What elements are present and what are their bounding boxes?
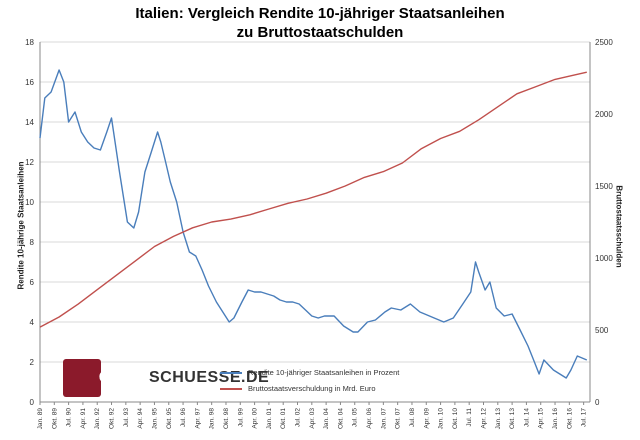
- chart-series: [39, 69, 588, 379]
- x-tick-label: Apr. 97: [194, 408, 201, 429]
- x-tick-label: Okt. 16: [566, 408, 573, 429]
- left-tick-label: 4: [30, 318, 35, 327]
- x-tick-label: Okt. 01: [280, 408, 287, 429]
- x-tick-label: Apr. 15: [538, 408, 545, 429]
- left-tick-label: 6: [30, 278, 35, 287]
- x-tick-label: Jul. 99: [237, 408, 244, 428]
- left-tick-label: 2: [30, 358, 35, 367]
- left-tick-label: 14: [25, 118, 34, 127]
- x-tick-label: Jul. 93: [123, 408, 130, 428]
- series-line-schulden: [39, 71, 587, 328]
- series-line-rendite: [39, 69, 588, 379]
- x-tick-label: Okt. 07: [395, 408, 402, 429]
- left-tick-label: 0: [30, 398, 35, 407]
- legend-swatch-schulden: [220, 388, 242, 390]
- x-tick-label: Okt. 89: [51, 408, 58, 429]
- legend-item-rendite: Rendite 10-jähriger Staatsanleihen in Pr…: [220, 365, 399, 381]
- x-tick-label: Okt. 92: [109, 408, 116, 429]
- legend-item-schulden: Bruttostaatsverschuldung in Mrd. Euro: [220, 381, 399, 397]
- x-tick-label: Apr. 03: [309, 408, 316, 429]
- left-tick-label: 12: [25, 158, 34, 167]
- x-tick-label: Jul. 11: [466, 408, 473, 427]
- logo-text-quer: QUER: [98, 369, 147, 386]
- x-tick-label: Jul. 02: [295, 408, 302, 428]
- y-axis-left-label: Rendite 10-jährige Staatsanleihen: [16, 161, 26, 290]
- left-tick-label: 16: [25, 78, 34, 87]
- chart-title-line2: zu Bruttostaatschulden: [236, 24, 404, 41]
- x-tick-label: Jul. 96: [180, 408, 187, 428]
- chart-axes: [39, 42, 591, 403]
- x-tick-label: Jan. 01: [266, 408, 273, 430]
- x-tick-label: Apr. 09: [423, 408, 430, 429]
- x-tick-label: Okt. 98: [223, 408, 230, 429]
- x-axis-ticks: Jan. 89 Okt. 89 Jul. 90 Apr. 91 Jan. 92 Okt. …: [37, 402, 588, 429]
- x-tick-label: Apr. 12: [480, 408, 487, 429]
- chart-grid: [40, 41, 590, 403]
- logo-box: QUER: [63, 359, 146, 397]
- chart-legend: Rendite 10-jähriger Staatsanleihen in Pr…: [220, 365, 399, 397]
- x-tick-label: Jul. 90: [66, 408, 73, 428]
- x-tick-label: Jan. 07: [380, 408, 387, 430]
- x-tick-label: Jul. 08: [409, 408, 416, 428]
- right-axis-ticks: 0 500 1000 1500 2000 2500: [595, 38, 613, 407]
- left-tick-label: 10: [25, 198, 34, 207]
- x-tick-label: Jan. 89: [37, 408, 44, 430]
- x-tick-label: Apr. 94: [137, 408, 144, 429]
- x-tick-label: Okt. 95: [166, 408, 173, 429]
- chart-title-line1: Italien: Vergleich Rendite 10-jähriger S…: [135, 5, 505, 22]
- x-tick-label: Apr. 06: [366, 408, 373, 429]
- x-tick-label: Jul. 14: [523, 408, 530, 428]
- legend-label-rendite: Rendite 10-jähriger Staatsanleihen in Pr…: [248, 368, 400, 377]
- right-tick-label: 500: [595, 326, 609, 335]
- x-tick-label: Okt. 04: [337, 408, 344, 429]
- left-axis-ticks: 0 2 4 6 8 10 12 14 16 18: [25, 38, 34, 407]
- x-tick-label: Okt. 13: [509, 408, 516, 429]
- x-tick-label: Jul. 05: [352, 408, 359, 428]
- x-tick-label: Jan. 95: [151, 408, 158, 430]
- legend-swatch-rendite: [220, 372, 242, 374]
- y-axis-right-label: Bruttostaatsschulden: [614, 185, 624, 268]
- right-tick-label: 2000: [595, 110, 613, 119]
- x-tick-label: Jan. 16: [552, 408, 559, 430]
- right-tick-label: 1000: [595, 254, 613, 263]
- right-tick-label: 1500: [595, 182, 613, 191]
- x-tick-label: Jul. 17: [581, 408, 588, 428]
- x-tick-label: Apr. 00: [252, 408, 259, 429]
- left-tick-label: 18: [25, 38, 34, 47]
- x-tick-label: Jan. 10: [438, 408, 445, 430]
- x-tick-label: Jan. 92: [94, 408, 101, 430]
- left-tick-label: 8: [30, 238, 35, 247]
- x-tick-label: Okt. 10: [452, 408, 459, 429]
- right-tick-label: 2500: [595, 38, 613, 47]
- right-tick-label: 0: [595, 398, 600, 407]
- legend-label-schulden: Bruttostaatsverschuldung in Mrd. Euro: [248, 384, 376, 393]
- x-tick-label: Jan. 98: [209, 408, 216, 430]
- x-tick-label: Jan. 04: [323, 408, 330, 430]
- x-tick-label: Jan. 13: [495, 408, 502, 430]
- x-tick-label: Apr. 91: [80, 408, 87, 429]
